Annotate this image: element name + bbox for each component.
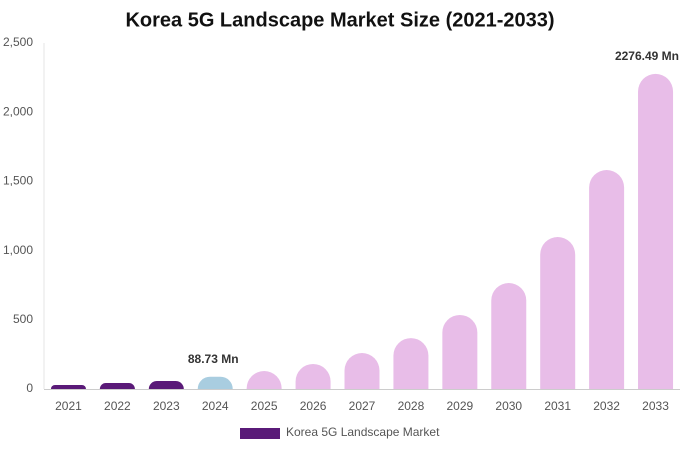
y-tick-label: 2,500 [3, 35, 33, 49]
bar [638, 73, 674, 390]
bar [491, 282, 527, 389]
bar [197, 376, 233, 389]
x-tick-label: 2021 [55, 399, 82, 413]
bar [344, 353, 380, 389]
x-tick-label: 2033 [642, 399, 669, 413]
bar [246, 371, 282, 389]
y-tick-label: 0 [26, 381, 33, 395]
x-tick-label: 2023 [153, 399, 180, 413]
bar [393, 338, 429, 389]
x-tick-label: 2026 [300, 399, 327, 413]
bar [540, 237, 576, 389]
x-tick-label: 2027 [349, 399, 376, 413]
legend-label: Korea 5G Landscape Market [286, 425, 440, 439]
bar [50, 384, 86, 389]
y-tick-label: 2,000 [3, 104, 33, 118]
bar [442, 314, 478, 389]
bar [589, 170, 625, 389]
bar [99, 383, 135, 389]
y-tick-label: 1,000 [3, 243, 33, 257]
bar [148, 380, 184, 389]
data-label: 88.73 Mn [188, 352, 239, 366]
x-tick-label: 2030 [495, 399, 522, 413]
x-tick-label: 2025 [251, 399, 278, 413]
x-tick-label: 2028 [398, 399, 425, 413]
bar [295, 363, 331, 389]
x-tick-label: 2024 [202, 399, 229, 413]
x-tick-label: 2022 [104, 399, 131, 413]
x-tick-label: 2031 [544, 399, 571, 413]
legend-swatch [240, 428, 280, 439]
chart-title: Korea 5G Landscape Market Size (2021-203… [125, 9, 554, 31]
x-tick-label: 2032 [593, 399, 620, 413]
data-label: 2276.49 Mn [615, 49, 679, 63]
y-tick-label: 500 [13, 312, 33, 326]
y-tick-label: 1,500 [3, 174, 33, 188]
x-tick-label: 2029 [446, 399, 473, 413]
